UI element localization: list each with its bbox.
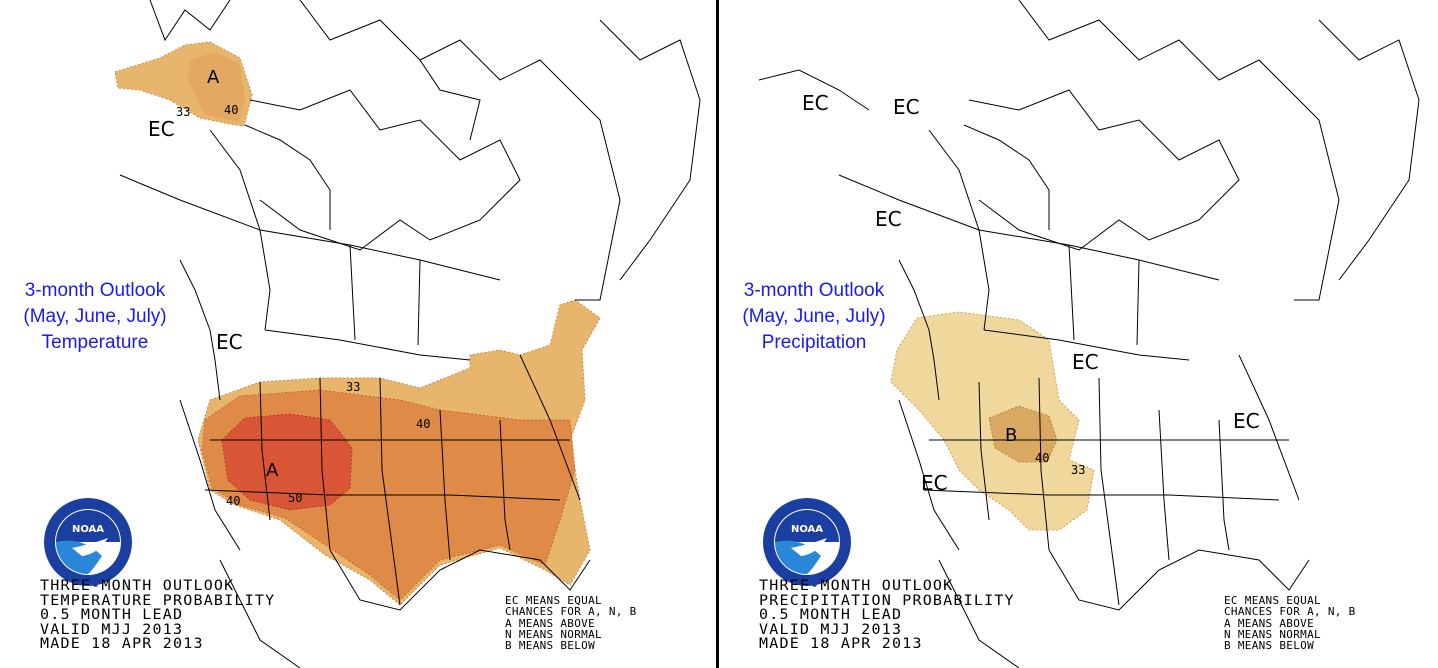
legend-line: CHANCES FOR A, N, B xyxy=(1224,605,1356,619)
contour-label: 40 xyxy=(226,494,240,508)
legend: EC MEANS EQUAL CHANCES FOR A, N, B A MEA… xyxy=(1224,594,1356,653)
legend-line: A MEANS ABOVE xyxy=(505,616,595,630)
contour-label: 33 xyxy=(1071,463,1085,477)
info-line: THREE-MONTH OUTLOOK xyxy=(759,577,954,594)
contour-label: 33 xyxy=(346,380,360,394)
outlook-title: 3-month Outlook (May, June, July) Precip… xyxy=(719,278,909,356)
below-letter-label: B xyxy=(1005,425,1017,446)
map-outlines xyxy=(758,0,1420,668)
ec-label: EC xyxy=(148,117,175,141)
ec-label: EC xyxy=(893,95,920,119)
legend-line: N MEANS NORMAL xyxy=(505,627,602,641)
legend-line: N MEANS NORMAL xyxy=(1224,627,1321,641)
outlook-title-line: 3-month Outlook xyxy=(24,280,166,301)
contour-label: 40 xyxy=(1035,451,1049,465)
precipitation-outlook-panel: EC EC EC EC EC EC B 40 33 3-month Outloo… xyxy=(719,0,1438,668)
outlook-title: 3-month Outlook (May, June, July) Temper… xyxy=(0,278,190,356)
outlook-title-line: Temperature xyxy=(41,332,149,353)
info-line: 0.5 MONTH LEAD xyxy=(759,606,903,623)
info-line: PRECIPITATION PROBABILITY xyxy=(759,591,1015,609)
temperature-map: EC EC A A 33 40 33 40 40 50 xyxy=(114,0,701,668)
info-line: THREE-MONTH OUTLOOK xyxy=(40,577,235,594)
info-line: TEMPERATURE PROBABILITY xyxy=(40,591,276,609)
ec-label: EC xyxy=(875,207,902,231)
above-50-region-conus xyxy=(221,413,353,511)
ec-label: EC xyxy=(921,471,948,495)
precipitation-map: EC EC EC EC EC EC B 40 33 xyxy=(758,0,1420,668)
legend-line: B MEANS BELOW xyxy=(505,639,595,653)
legend-line: A MEANS ABOVE xyxy=(1224,616,1314,630)
noaa-logo-text: NOAA xyxy=(791,524,823,535)
noaa-logo: NOAA xyxy=(44,498,132,586)
legend-line: EC MEANS EQUAL xyxy=(1224,594,1321,607)
outlook-title-line: Precipitation xyxy=(761,332,867,353)
contour-label: 40 xyxy=(416,417,430,431)
outlook-title-line: 3-month Outlook xyxy=(743,280,885,301)
noaa-logo-text: NOAA xyxy=(72,524,104,535)
info-line: 0.5 MONTH LEAD xyxy=(40,606,184,623)
legend-line: B MEANS BELOW xyxy=(1224,639,1314,653)
noaa-logo: NOAA xyxy=(763,498,851,586)
above-letter-label: A xyxy=(266,460,279,481)
map-outlines xyxy=(119,0,701,668)
outlook-info: THREE-MONTH OUTLOOK PRECIPITATION PROBAB… xyxy=(759,579,1015,652)
outlook-info: THREE-MONTH OUTLOOK TEMPERATURE PROBABIL… xyxy=(40,579,275,652)
ec-label: EC xyxy=(216,330,243,354)
outlook-title-line: (May, June, July) xyxy=(742,306,886,327)
legend-line: CHANCES FOR A, N, B xyxy=(505,605,637,619)
legend: EC MEANS EQUAL CHANCES FOR A, N, B A MEA… xyxy=(505,594,637,653)
info-line: MADE 18 APR 2013 xyxy=(759,635,923,653)
ec-label: EC xyxy=(1233,409,1260,433)
info-line: VALID MJJ 2013 xyxy=(40,620,184,638)
above-letter-label: A xyxy=(207,67,220,88)
outlook-title-line: (May, June, July) xyxy=(23,306,167,327)
panel-divider xyxy=(716,0,719,668)
legend-line: EC MEANS EQUAL xyxy=(505,594,602,607)
info-line: MADE 18 APR 2013 xyxy=(40,635,204,653)
ec-label: EC xyxy=(802,91,829,115)
contour-label: 50 xyxy=(288,491,302,505)
contour-label: 40 xyxy=(224,103,238,117)
temperature-outlook-panel: EC EC A A 33 40 33 40 40 50 3-month Outl… xyxy=(0,0,716,668)
above-40-region-alaska xyxy=(188,52,245,122)
ec-label: EC xyxy=(1072,350,1099,374)
info-line: VALID MJJ 2013 xyxy=(759,620,903,638)
contour-label: 33 xyxy=(176,105,190,119)
